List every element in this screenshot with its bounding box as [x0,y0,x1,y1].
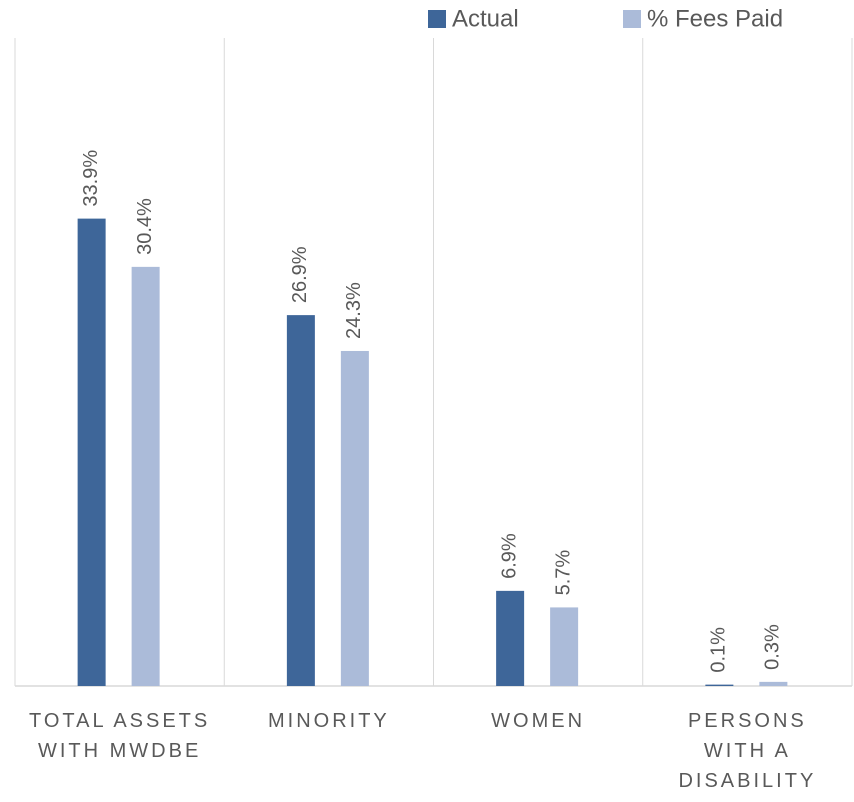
data-label: 33.9% [80,150,102,207]
legend-swatch [428,10,446,28]
legend-label: Actual [452,5,519,32]
bar [496,590,525,686]
bar [705,684,734,686]
data-label: 6.9% [498,533,520,579]
data-label: 0.1% [708,627,730,673]
bar [77,218,106,686]
x-tick-label: WOMEN [491,710,586,732]
bar [340,350,369,686]
data-label: 5.7% [552,550,574,596]
x-tick-label: TOTAL ASSETS WITH MWDBE [29,710,211,762]
bar [131,266,160,686]
legend-label: % Fees Paid [647,5,783,32]
legend-swatch [623,10,641,28]
data-label: 24.3% [343,282,365,339]
bar [550,607,579,686]
data-label: 30.4% [134,198,156,255]
x-tick-label: MINORITY [267,710,390,732]
data-label: 0.3% [762,624,784,670]
x-tick-label: PERSONS WITH A DISABILITY [678,710,817,792]
data-label: 26.9% [289,246,311,303]
bar [759,681,788,686]
bar [286,315,315,686]
